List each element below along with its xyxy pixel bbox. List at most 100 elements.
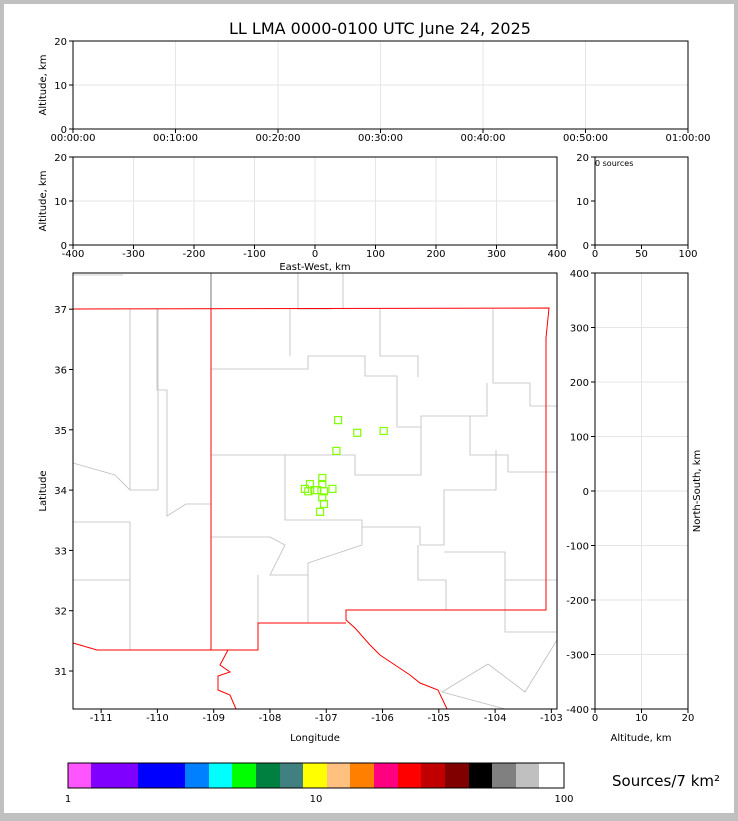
- map-xlabel: Longitude: [290, 733, 340, 744]
- x-tick-label: -109: [202, 713, 225, 724]
- y-tick-label: 20: [54, 37, 67, 48]
- y-tick-label: 32: [54, 607, 67, 618]
- colorbar-swatch: [398, 763, 421, 788]
- colorbar-tick-label: 100: [554, 794, 573, 805]
- y-tick-label: 36: [54, 365, 67, 376]
- x-tick-label: -107: [315, 713, 338, 724]
- y-tick-label: 0: [61, 125, 67, 136]
- y-tick-label: 20: [576, 153, 589, 164]
- source-marker: [318, 473, 327, 483]
- plan-view-frame: [72, 272, 558, 710]
- x-tick-label: 50: [635, 249, 648, 260]
- figure-title: LL LMA 0000-0100 UTC June 24, 2025: [229, 19, 531, 38]
- county-border: [504, 580, 557, 633]
- county-border: [492, 309, 557, 407]
- colorbar-swatch: [327, 763, 350, 788]
- nm-border: [72, 622, 346, 651]
- x-tick-label: -105: [427, 713, 450, 724]
- y-tick-label: 33: [54, 546, 67, 557]
- county-border: [156, 309, 211, 517]
- colorbar-frame: [67, 762, 565, 789]
- county-border: [211, 427, 422, 476]
- x-tick-label: -106: [371, 713, 394, 724]
- source-marker: [333, 416, 343, 425]
- county-border: [417, 545, 447, 610]
- source-count: 0 sources: [595, 159, 633, 168]
- colorbar-swatch: [185, 763, 209, 788]
- x-tick-label: 100: [678, 249, 697, 260]
- time-ylabel: Altitude, km: [38, 55, 49, 116]
- y-tick-label: 0: [583, 487, 589, 498]
- colorbar-swatch: [421, 763, 445, 788]
- county-border: [379, 309, 419, 377]
- x-tick-label: 00:10:00: [153, 133, 198, 144]
- source-marker: [319, 487, 329, 496]
- colorbar-swatch: [492, 763, 516, 788]
- x-tick-label: -200: [183, 249, 206, 260]
- colorbar-swatch: [68, 763, 91, 788]
- y-tick-label: -100: [566, 542, 589, 553]
- figure-background: [4, 4, 734, 813]
- y-tick-label: 10: [54, 81, 67, 92]
- colorbar-swatch: [350, 763, 374, 788]
- county-border: [211, 536, 363, 576]
- y-tick-label: 0: [61, 241, 67, 252]
- ns-xlabel: Altitude, km: [611, 733, 672, 744]
- x-tick-label: 01:00:00: [666, 133, 711, 144]
- colorbar-swatch: [91, 763, 138, 788]
- y-tick-label: 35: [54, 426, 67, 437]
- y-tick-label: 37: [54, 305, 67, 316]
- map-ylabel: Latitude: [38, 470, 49, 511]
- source-marker: [319, 499, 329, 509]
- y-tick-label: -200: [566, 596, 589, 607]
- x-tick-label: 10: [635, 713, 648, 724]
- y-tick-label: -300: [566, 651, 589, 662]
- y-tick-label: 100: [570, 433, 589, 444]
- x-tick-label: -300: [122, 249, 145, 260]
- map-borders: [72, 273, 558, 710]
- source-marker: [315, 507, 325, 516]
- county-border: [487, 639, 558, 693]
- county-border: [440, 663, 506, 710]
- colorbar-swatch: [445, 763, 469, 788]
- colorbar-swatch: [280, 763, 303, 788]
- county-border: [469, 416, 557, 473]
- x-tick-label: 00:00:00: [51, 133, 96, 144]
- x-tick-label: -110: [146, 713, 169, 724]
- x-tick-label: -104: [484, 713, 507, 724]
- nm-border: [72, 307, 550, 710]
- colorbar-swatch: [209, 763, 232, 788]
- colorbar-swatch: [303, 763, 327, 788]
- x-tick-label: 00:20:00: [256, 133, 301, 144]
- ns-ylabel: North-South, km: [692, 450, 703, 533]
- x-tick-label: 400: [547, 249, 566, 260]
- x-tick-label: 00:30:00: [358, 133, 403, 144]
- county-border: [211, 355, 488, 428]
- x-tick-label: 100: [366, 249, 385, 260]
- y-tick-label: 31: [54, 667, 67, 678]
- colorbar-swatch: [374, 763, 398, 788]
- ew-xlabel: East-West, km: [279, 262, 350, 273]
- x-tick-label: -108: [259, 713, 282, 724]
- x-tick-label: 0: [312, 249, 318, 260]
- y-tick-label: -400: [566, 705, 589, 716]
- source-marker: [332, 446, 341, 455]
- x-tick-label: 0: [592, 713, 598, 724]
- colorbar-swatch: [539, 763, 564, 788]
- colorbar-swatch: [232, 763, 256, 788]
- x-tick-label: -400: [62, 249, 85, 260]
- ew-ylabel: Altitude, km: [38, 171, 49, 232]
- x-tick-label: 300: [487, 249, 506, 260]
- county-border: [284, 455, 363, 545]
- colorbar-swatch: [138, 763, 185, 788]
- x-tick-label: 200: [426, 249, 445, 260]
- y-tick-label: 20: [54, 153, 67, 164]
- x-tick-label: -100: [243, 249, 266, 260]
- county-border: [362, 450, 497, 546]
- chart-marks: 00:00:00 00:10:00 00:20:00 00:30:00 00:40:00…: [51, 37, 711, 805]
- x-tick-label: 0: [592, 249, 598, 260]
- y-tick-label: 10: [54, 197, 67, 208]
- y-tick-label: 300: [570, 324, 589, 335]
- colorbar-swatch: [469, 763, 492, 788]
